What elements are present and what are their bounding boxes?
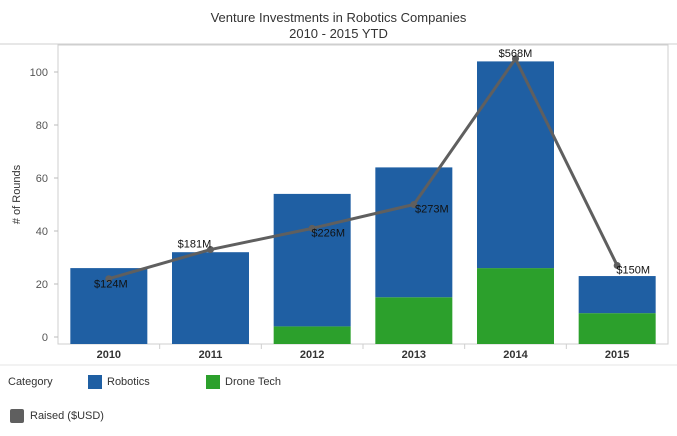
y-tick-label: 0 [42,332,48,344]
x-tick-label: 2015 [605,349,629,361]
bar-robotics [477,61,554,269]
y-tick-label: 60 [36,173,48,185]
bar-robotics [578,276,656,314]
chart-title: Venture Investments in Robotics Companie… [210,10,467,25]
legend-label-robotics: Robotics [107,376,150,388]
y-tick-label: 40 [36,226,48,238]
legend-label-raised: Raised ($USD) [30,410,104,422]
bar-drone-tech [578,313,656,344]
data-label: $181M [178,239,212,251]
x-tick-label: 2014 [503,349,528,361]
legend-title: Category [8,376,53,388]
bar-drone-tech [477,268,554,344]
data-label: $124M [94,279,128,291]
x-tick-label: 2013 [402,349,426,361]
line-point [207,246,214,254]
legend-swatch-raised [10,409,24,423]
y-axis-label: # of Rounds [11,164,23,224]
y-tick-label: 20 [36,279,48,291]
legend-label-drone-tech: Drone Tech [225,376,282,388]
line-raised [108,57,619,281]
legend-swatch-robotics [88,375,102,389]
data-label: $273M [415,204,449,216]
bar-robotics [172,252,249,344]
bar-drone-tech [375,297,453,344]
y-tick-label: 80 [36,120,48,132]
data-label: $568M [499,48,533,60]
plot-frame [57,44,669,345]
x-tick-label: 2011 [199,349,223,361]
data-label: $226M [311,227,345,239]
x-tick-label: 2012 [300,349,324,361]
legend-swatch-drone-tech [206,375,220,389]
line-point [613,261,621,269]
line-point [410,201,418,208]
chart-subtitle: 2010 - 2015 YTD [289,26,388,41]
line-point [105,275,113,283]
bar-robotics [273,193,351,327]
y-tick-label: 100 [30,67,48,79]
line-point [512,55,519,63]
x-tick-label: 2010 [97,349,121,361]
bar-robotics [375,167,453,298]
data-label: $150M [616,264,650,276]
bar-drone-tech [273,326,351,344]
line-point [308,224,316,232]
